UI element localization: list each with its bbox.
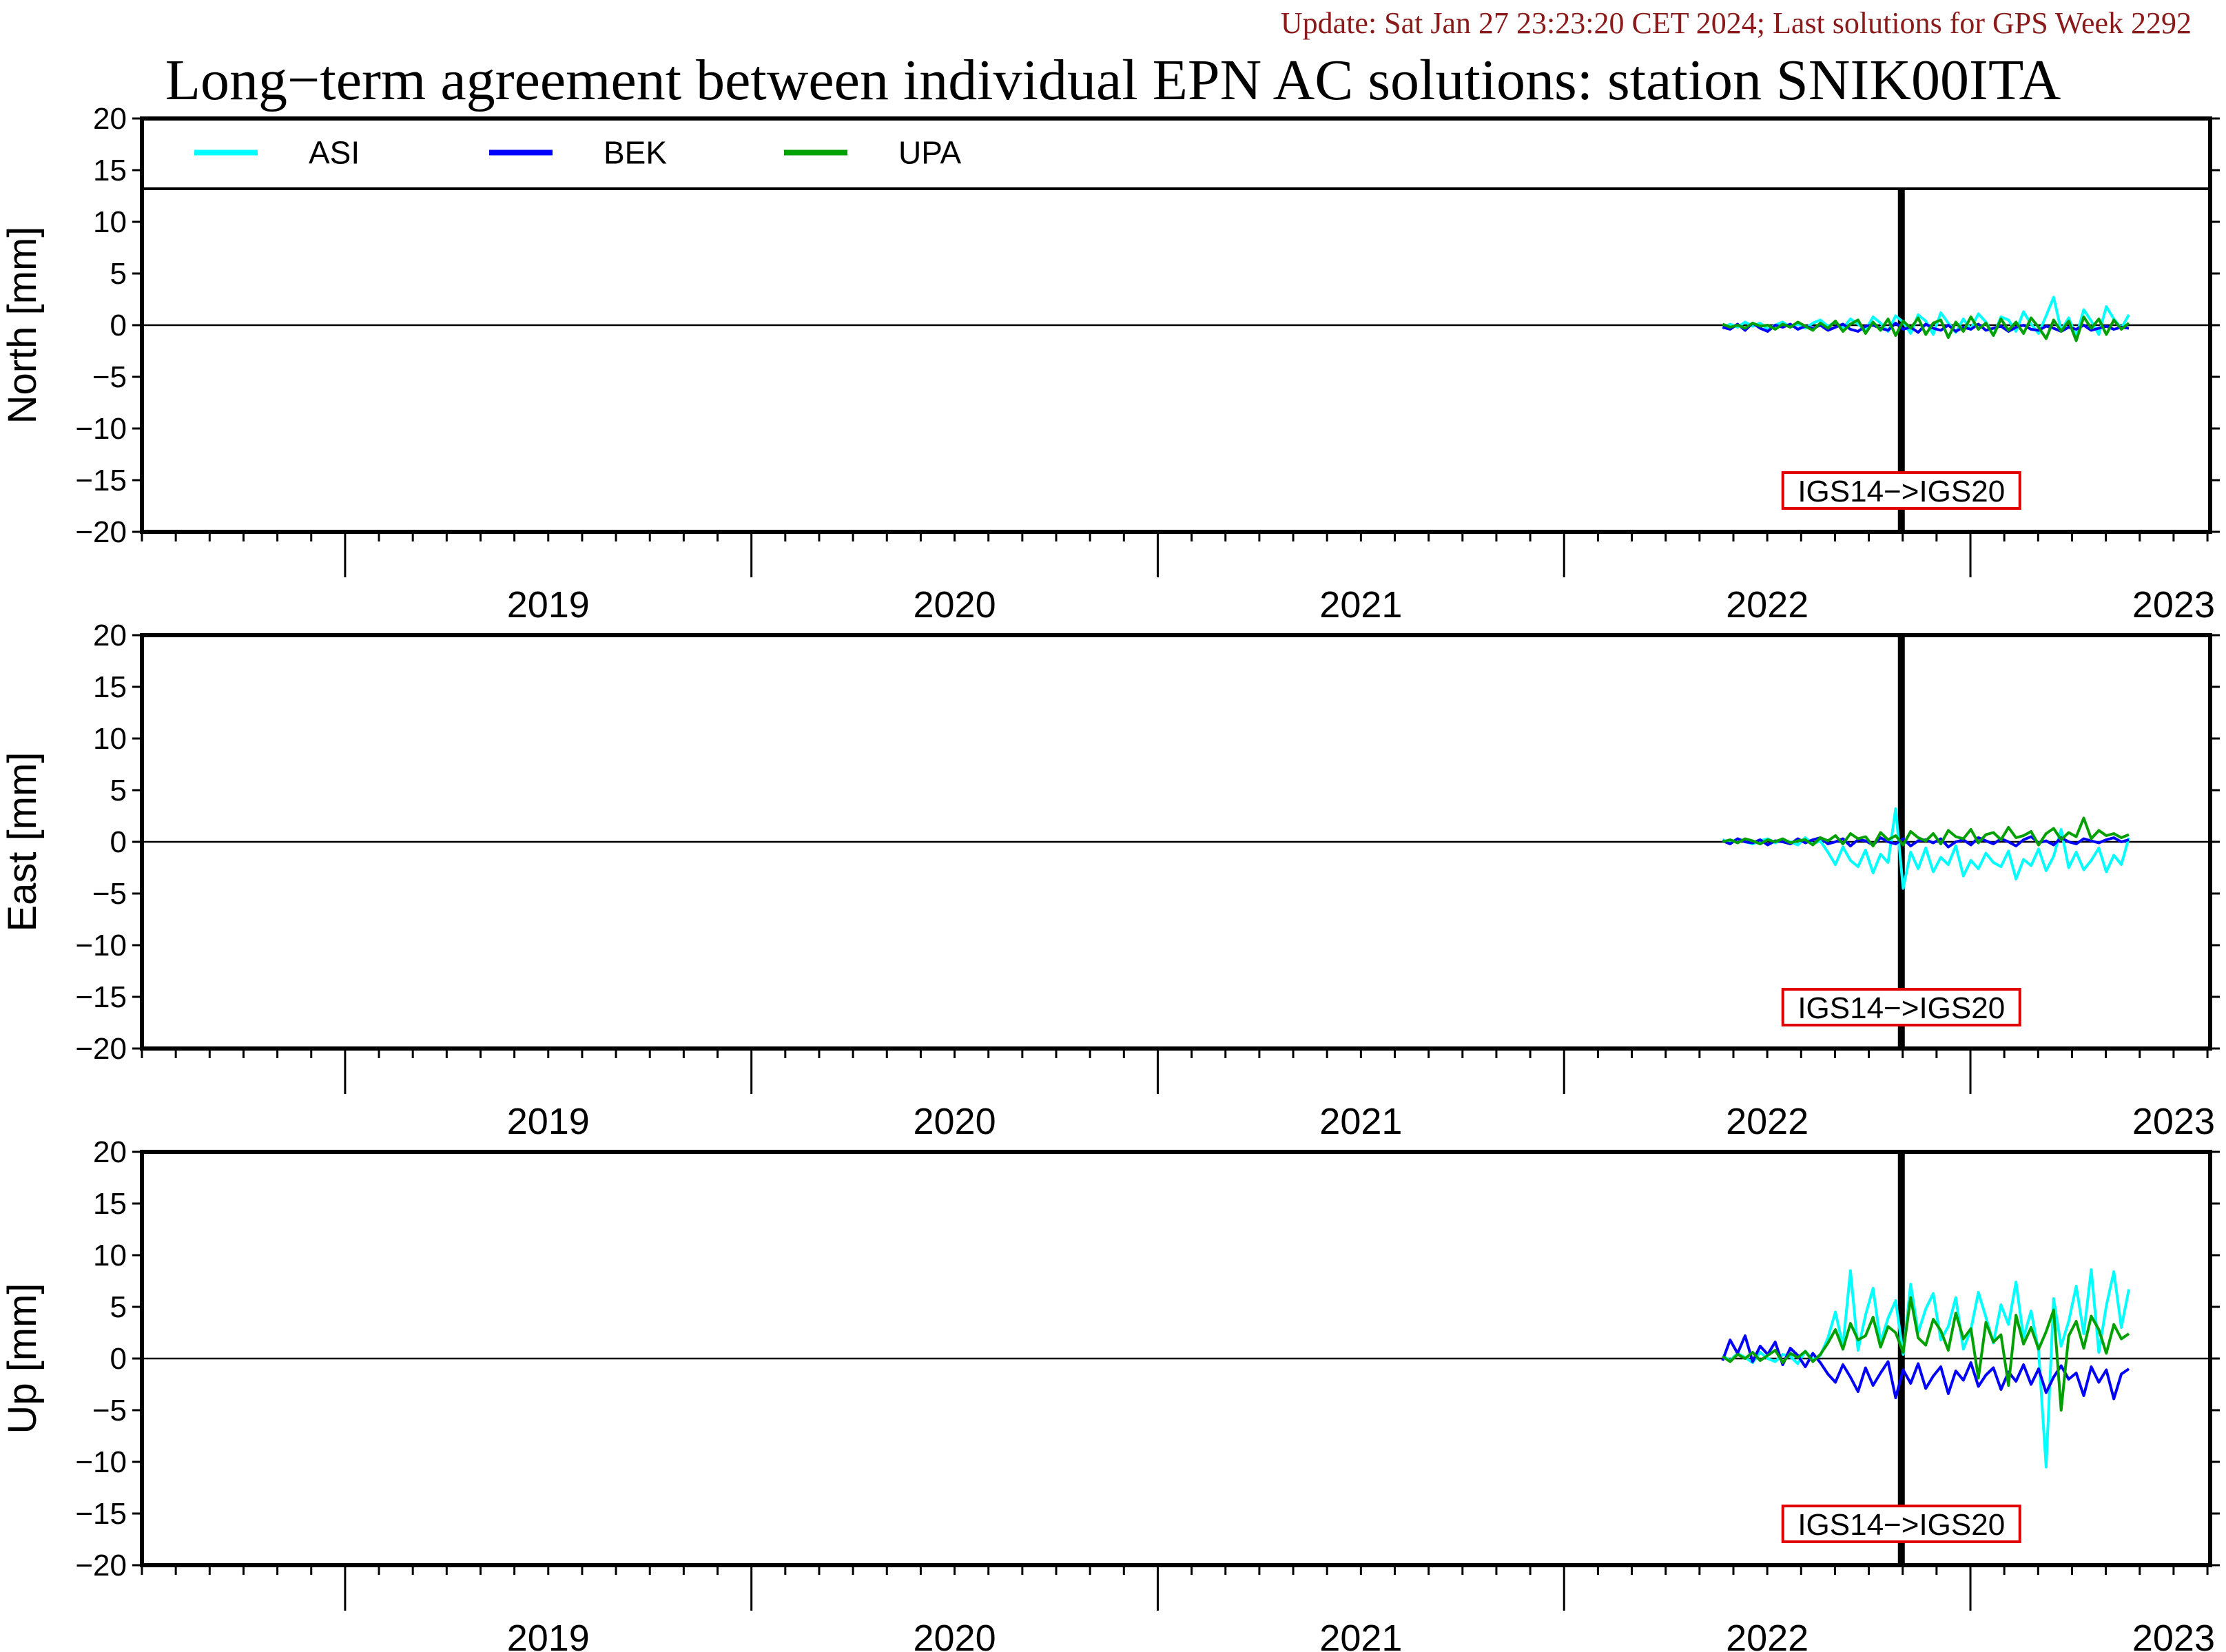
page-title: Long−term agreement between individual E… bbox=[165, 48, 2061, 112]
x-tick-label: 2022 bbox=[1726, 584, 1808, 626]
y-tick-label: −10 bbox=[75, 929, 127, 962]
series-line-bek bbox=[1721, 1334, 2130, 1401]
x-tick-label: 2019 bbox=[507, 584, 590, 626]
y-tick-label: −5 bbox=[92, 877, 127, 911]
y-tick-label: 10 bbox=[93, 1239, 127, 1272]
y-tick-label: 0 bbox=[110, 1342, 127, 1376]
x-tick-label: 2022 bbox=[1726, 1618, 1808, 1652]
x-tick-label: 2020 bbox=[913, 1101, 996, 1142]
y-tick-label: −15 bbox=[75, 1497, 127, 1531]
y-tick-label: 5 bbox=[110, 774, 127, 807]
y-tick-label: 0 bbox=[110, 309, 127, 342]
series-line-upa bbox=[1722, 816, 2130, 847]
y-tick-label: 0 bbox=[110, 825, 127, 859]
y-tick-label: 15 bbox=[93, 1187, 127, 1221]
frame-change-box bbox=[1781, 1505, 2021, 1543]
y-tick-label: 20 bbox=[93, 619, 127, 652]
x-tick-label: 2023 bbox=[2132, 1101, 2215, 1142]
legend: ASI BEK UPA bbox=[142, 135, 2210, 190]
frame-change-box bbox=[1781, 988, 2021, 1026]
update-timestamp: Update: Sat Jan 27 23:23:20 CET 2024; La… bbox=[1280, 6, 2192, 40]
x-tick-label: 2021 bbox=[1319, 1618, 1402, 1652]
chart-panel-2: 20 15 10 5 0 −5 −10 −15 −20 Up [mm] 2019 2020 2021 20… bbox=[0, 1135, 2220, 1652]
series-line-upa bbox=[1722, 316, 2130, 342]
y-tick-label: 20 bbox=[93, 102, 127, 136]
frame-change-label: IGS14−>IGS20 bbox=[1797, 991, 2005, 1025]
frame-change-label: IGS14−>IGS20 bbox=[1797, 475, 2005, 508]
chart-panel-0: 20 15 10 5 0 −5 −10 −15 −20 North [mm] 2019 2020 202… bbox=[0, 102, 2220, 626]
y-tick-label: −15 bbox=[75, 464, 127, 497]
y-tick-label: 10 bbox=[93, 722, 127, 756]
legend-label-asi: ASI bbox=[309, 135, 360, 171]
y-tick-label: −15 bbox=[75, 980, 127, 1014]
y-axis-label: Up [mm] bbox=[0, 1283, 45, 1434]
y-axis-label: East [mm] bbox=[0, 752, 45, 931]
y-tick-label: 5 bbox=[110, 257, 127, 291]
x-tick-label: 2020 bbox=[913, 584, 996, 626]
x-tick-label: 2020 bbox=[913, 1618, 996, 1652]
y-tick-label: −5 bbox=[92, 360, 127, 394]
y-tick-label: 10 bbox=[93, 205, 127, 239]
x-tick-label: 2023 bbox=[2132, 584, 2215, 626]
y-tick-label: −20 bbox=[75, 1549, 127, 1582]
series-line-asi bbox=[1722, 1268, 2130, 1469]
frame-change-label: IGS14−>IGS20 bbox=[1797, 1508, 2005, 1542]
x-tick-label: 2022 bbox=[1726, 1101, 1808, 1142]
y-tick-label: −20 bbox=[75, 1032, 127, 1066]
series-line-asi bbox=[1722, 807, 2130, 890]
series-line-upa bbox=[1722, 1296, 2130, 1412]
y-tick-label: −5 bbox=[92, 1394, 127, 1427]
y-tick-label: −20 bbox=[75, 515, 127, 549]
x-tick-label: 2019 bbox=[507, 1618, 590, 1652]
x-tick-label: 2019 bbox=[507, 1101, 590, 1142]
frame-change-box bbox=[1781, 471, 2021, 510]
x-tick-label: 2023 bbox=[2132, 1618, 2215, 1652]
series-line-asi bbox=[1722, 296, 2130, 338]
y-tick-label: −10 bbox=[75, 412, 127, 446]
legend-label-bek: BEK bbox=[604, 135, 667, 171]
y-tick-label: −10 bbox=[75, 1445, 127, 1479]
chart-panel-1: 20 15 10 5 0 −5 −10 −15 −20 East [mm] 2019 2020 2021… bbox=[0, 619, 2220, 1142]
x-tick-label: 2021 bbox=[1319, 1101, 1402, 1142]
y-axis-label: North [mm] bbox=[0, 227, 45, 424]
y-tick-label: 20 bbox=[93, 1135, 127, 1169]
legend-label-upa: UPA bbox=[898, 135, 961, 171]
y-tick-label: 15 bbox=[93, 154, 127, 187]
x-tick-label: 2021 bbox=[1319, 584, 1402, 626]
y-tick-label: 15 bbox=[93, 670, 127, 704]
y-tick-label: 5 bbox=[110, 1290, 127, 1324]
